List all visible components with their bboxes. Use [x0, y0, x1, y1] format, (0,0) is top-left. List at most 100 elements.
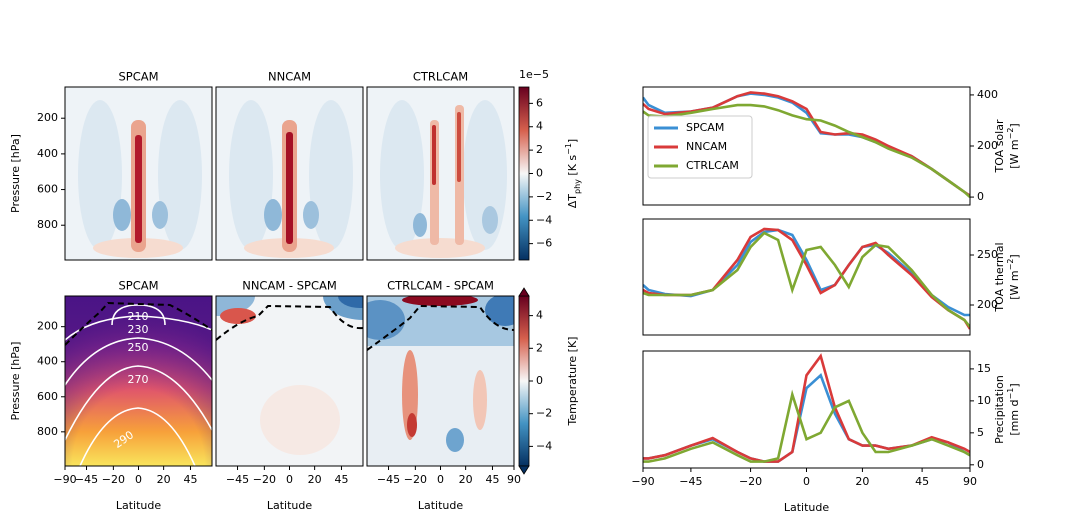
y-axis-label: Pressure [hPa] [9, 134, 22, 213]
colorbar-tick-label: −6 [536, 237, 552, 250]
label-part: −1 [564, 143, 573, 155]
colorbar-tick-label: 4 [536, 309, 543, 322]
colorbar-offset: 1e−5 [519, 68, 549, 81]
contour-label: 230 [128, 323, 149, 336]
legend-box [647, 115, 753, 179]
label-part: −1 [1006, 388, 1015, 400]
contour-label: 210 [128, 310, 149, 323]
y-axis-label: [W m−2] [1006, 123, 1021, 168]
y-tick-label: 600 [37, 183, 58, 196]
y-tick-label: 5 [977, 426, 984, 439]
legend-label: CTRLCAM [686, 159, 739, 172]
panel-frame [366, 86, 515, 261]
panel-title: NNCAM - SPCAM [242, 279, 337, 293]
y-tick-label: 200 [977, 298, 998, 311]
colorbar-tick-label: −2 [536, 407, 552, 420]
y-tick-label: 200 [37, 111, 58, 124]
x-tick-label: 0 [437, 473, 444, 486]
x-axis-label: Latitude [267, 499, 313, 512]
label-part: Temperature [K] [566, 337, 579, 427]
colorbar-tick-label: −2 [536, 190, 552, 203]
field-nncam [216, 87, 363, 260]
y-axis-label: TOA solar [993, 119, 1006, 173]
panel-title: CTRLCAM - SPCAM [387, 279, 494, 293]
x-tick-label: 45 [334, 473, 348, 486]
colorbar-tick-label: 4 [536, 120, 543, 133]
colorbar-tick-label: 0 [536, 374, 543, 387]
axis-label: Temperature [K] [566, 337, 579, 427]
label-part: [W m [1008, 270, 1021, 299]
label-part: [K s [566, 155, 579, 179]
field-diff-ctrlcam [367, 296, 514, 466]
y-tick-label: 15 [977, 362, 991, 375]
label-part: ] [1008, 123, 1021, 127]
label-part: phy [573, 179, 582, 194]
field-spcam [65, 87, 212, 260]
colorbar-tick-label: 6 [536, 96, 543, 109]
y-tick-label: 250 [977, 248, 998, 261]
label-part: ] [566, 139, 579, 143]
series-line [643, 353, 970, 463]
x-tick-label: −20 [404, 473, 427, 486]
y-tick-label: 400 [37, 355, 58, 368]
x-tick-label: 90 [963, 475, 977, 488]
x-tick-label: −90 [631, 475, 654, 488]
colorbar [518, 86, 530, 261]
y-axis-label: TOA thermal [993, 242, 1006, 312]
x-tick-label: 0 [286, 473, 293, 486]
colorbar-tick-label: −4 [536, 213, 552, 226]
x-tick-label: −45 [679, 475, 702, 488]
contour-label: 270 [128, 373, 149, 386]
y-axis-label: [mm d−1] [1006, 383, 1021, 435]
y-tick-label: 400 [977, 88, 998, 101]
colorbar [518, 295, 530, 467]
x-tick-label: 20 [157, 473, 171, 486]
field-diff-nncam [216, 296, 363, 466]
field-temperature [65, 296, 212, 466]
label-part: −2 [1006, 259, 1015, 271]
panel-frame [215, 86, 364, 261]
colorbar-tick-label: 2 [536, 341, 543, 354]
contour-label: 250 [128, 341, 149, 354]
colorbar-extend [518, 465, 530, 475]
label-part: −2 [1006, 128, 1015, 140]
panel-title: SPCAM [118, 279, 158, 293]
y-tick-label: 400 [37, 147, 58, 160]
panel-frame [642, 350, 971, 469]
label-part: ] [1008, 383, 1021, 387]
series-line [643, 227, 970, 330]
x-tick-label: −20 [253, 473, 276, 486]
colorbar-extend [518, 287, 530, 297]
panel-title: SPCAM [118, 70, 158, 84]
label-part: [mm d [1008, 399, 1021, 435]
y-tick-label: 0 [977, 458, 984, 471]
y-tick-label: 800 [37, 425, 58, 438]
colorbar-tick-label: 2 [536, 143, 543, 156]
x-tick-label: 20 [308, 473, 322, 486]
x-tick-label: −45 [377, 473, 400, 486]
axis-label: ΔTphy [K s−1] [564, 139, 582, 208]
panel-title: NNCAM [268, 70, 311, 84]
panel-title: CTRLCAM [413, 70, 468, 84]
x-axis-label: Latitude [116, 499, 162, 512]
label-part: ΔT [566, 194, 579, 209]
x-tick-label: 20 [855, 475, 869, 488]
y-tick-label: 800 [37, 218, 58, 231]
y-axis-label: Pressure [hPa] [9, 342, 22, 421]
series-line [643, 103, 970, 199]
y-axis-label: Precipitation [993, 375, 1006, 444]
y-tick-label: 600 [37, 390, 58, 403]
x-tick-label: 45 [915, 475, 929, 488]
x-tick-label: −20 [739, 475, 762, 488]
x-tick-label: −45 [75, 473, 98, 486]
x-axis-label: Latitude [784, 501, 830, 514]
y-tick-label: 200 [37, 320, 58, 333]
series-line [643, 231, 970, 328]
x-tick-label: −45 [226, 473, 249, 486]
series-line [643, 228, 970, 317]
colorbar-tick-label: 0 [536, 167, 543, 180]
x-tick-label: −90 [53, 473, 76, 486]
label-part: ] [1008, 254, 1021, 258]
series-line [643, 389, 970, 463]
